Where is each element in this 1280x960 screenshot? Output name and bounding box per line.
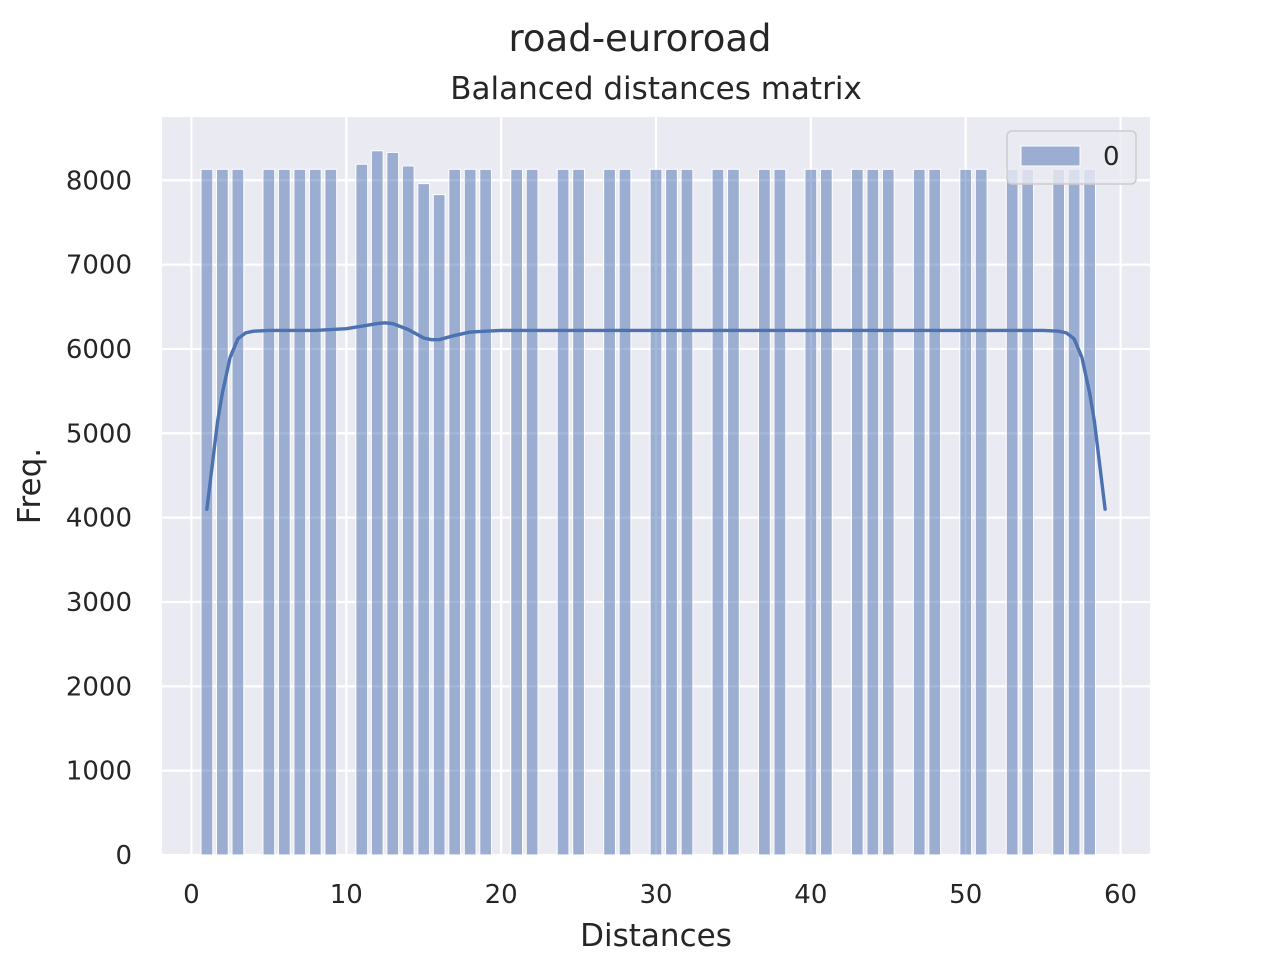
histogram-bar (556, 168, 570, 856)
histogram-bars (200, 150, 1096, 856)
y-tick-label: 4000 (66, 504, 132, 534)
x-axis-label: Distances (580, 918, 732, 954)
histogram-bar (850, 168, 864, 856)
histogram-bar (727, 168, 740, 856)
histogram-bar (401, 165, 415, 856)
y-tick-label: 6000 (66, 335, 132, 365)
histogram-bar (881, 168, 895, 856)
legend-swatch (1020, 145, 1081, 167)
y-tick-label: 2000 (66, 672, 132, 702)
y-tick-label: 8000 (66, 166, 132, 196)
y-tick-label: 7000 (66, 251, 132, 281)
histogram-bar (324, 168, 338, 856)
histogram-bar (355, 163, 369, 856)
histogram-bar (912, 168, 926, 856)
histogram-bar (959, 168, 973, 856)
histogram-bar (711, 168, 725, 856)
histogram-bar (525, 168, 539, 856)
x-tick-label: 60 (1104, 880, 1137, 910)
histogram-bar (928, 168, 942, 856)
x-tick-label: 50 (949, 880, 982, 910)
histogram-bar (1021, 168, 1035, 856)
legend: 0 (1006, 130, 1137, 185)
histogram-bar (572, 168, 585, 856)
histogram-bar (479, 168, 493, 856)
kde-curve (205, 321, 1107, 511)
y-tick-label: 0 (115, 841, 132, 871)
histogram-bar (819, 168, 833, 856)
histogram-bar (231, 168, 245, 856)
chart-title: Balanced distances matrix (450, 71, 862, 107)
histogram-bar (386, 151, 400, 856)
x-tick-label: 20 (485, 880, 518, 910)
y-tick-label: 1000 (66, 757, 132, 787)
histogram-bar (200, 168, 214, 856)
y-tick-label: 5000 (66, 419, 132, 449)
histogram-bar (417, 183, 431, 856)
histogram-bar (974, 168, 988, 856)
histogram-bar (308, 168, 322, 856)
histogram-bar (804, 168, 818, 856)
histogram-bar (293, 168, 307, 856)
histogram-bar (510, 168, 524, 856)
histogram-bar (432, 194, 446, 856)
x-tick-label: 0 (183, 880, 200, 910)
x-tick-labels: 0 10 20 30 40 50 60 (183, 880, 1137, 910)
figure-title: road-euroroad (509, 17, 772, 60)
y-tick-labels: 0 1000 2000 3000 4000 5000 6000 7000 8000 (66, 166, 132, 871)
histogram-bar (216, 168, 229, 856)
histogram-bar (665, 168, 678, 856)
histogram-bar (773, 168, 787, 856)
y-axis-label: Freq. (12, 448, 48, 524)
histogram-bar (680, 168, 694, 856)
histogram-bar (1052, 168, 1066, 856)
legend-label: 0 (1103, 142, 1120, 172)
histogram-bar (370, 150, 384, 856)
histogram-bar (463, 168, 477, 856)
x-tick-label: 40 (794, 880, 827, 910)
y-tick-label: 3000 (66, 588, 132, 618)
x-tick-label: 30 (639, 880, 672, 910)
histogram-bar (866, 168, 880, 856)
histogram-bar (277, 168, 291, 856)
x-tick-label: 10 (330, 880, 363, 910)
histogram-bar (758, 168, 771, 856)
histogram-bar (618, 168, 632, 856)
histogram-bar (649, 168, 663, 856)
histogram-bar (1067, 168, 1081, 856)
histogram-bar (1083, 168, 1096, 856)
histogram-bar (262, 168, 276, 856)
histogram-bar (1005, 168, 1019, 856)
histogram-bar (603, 168, 616, 856)
histogram-bar (448, 168, 462, 856)
